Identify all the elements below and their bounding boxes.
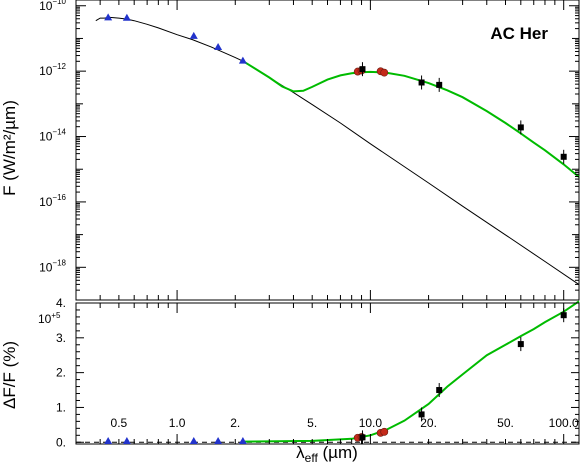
y-tick-label: 10−14: [39, 128, 66, 144]
y-axis-title: F (W/m²/µm): [0, 100, 19, 196]
star-name-annotation: AC Her: [490, 24, 548, 43]
sed-ir-point: [560, 153, 567, 160]
sed-optical-point: [122, 13, 131, 21]
sed-ir-point: [436, 81, 443, 88]
x-tick-label: 100.0: [549, 416, 579, 430]
sed-optical-point: [214, 42, 223, 50]
x-tick-label: 20.: [420, 416, 437, 430]
residual-optical-point: [214, 437, 223, 444]
sed-midir-point: [380, 68, 389, 77]
sed-panel-frame: [75, 0, 580, 301]
residual-offset-label: 10+5: [38, 311, 61, 326]
residual-y-axis-title: ΔF/F (%): [0, 341, 19, 409]
y-tick-label: 10−16: [39, 193, 66, 209]
sed-ir-point: [418, 79, 425, 86]
sed-optical-point: [189, 31, 198, 39]
residual-optical-point: [238, 437, 247, 444]
sed-ir-point: [359, 66, 366, 73]
x-tick-label: 10.0: [359, 416, 383, 430]
residual-midir-point: [380, 427, 389, 436]
y-tick-label: 10−18: [39, 258, 66, 274]
y-tick-label: 10−10: [39, 0, 66, 13]
sed-ir-point: [517, 124, 524, 131]
x-axis-title: λeff (µm): [296, 443, 358, 465]
residual-y-tick-label: 1.: [56, 400, 66, 414]
residual-model-line: [243, 300, 580, 443]
residual-y-tick-label: 4.: [56, 296, 66, 310]
residual-optical-point: [189, 437, 198, 444]
residual-optical-point: [104, 437, 113, 444]
sed-photosphere-line: [95, 16, 580, 286]
residual-ir-point: [560, 312, 567, 319]
x-tick-label: 50.: [497, 416, 514, 430]
x-tick-label: 5.: [307, 416, 317, 430]
x-tick-label: 2.: [230, 416, 240, 430]
residual-y-tick-label: 2.: [56, 366, 66, 380]
residual-y-tick-label: 0.: [56, 435, 66, 449]
sed-model-line: [242, 60, 580, 178]
residual-y-tick-label: 3.: [56, 331, 66, 345]
x-tick-label: 1.0: [169, 416, 186, 430]
residual-ir-point: [418, 411, 425, 418]
sed-optical-point: [238, 56, 247, 64]
y-tick-label: 10−12: [39, 62, 66, 78]
residual-optical-point: [122, 437, 131, 444]
residual-ir-point: [359, 434, 366, 441]
residual-ir-point: [436, 387, 443, 394]
sed-optical-point: [104, 13, 113, 21]
residual-ir-point: [517, 341, 524, 348]
x-tick-label: 0.5: [111, 416, 128, 430]
